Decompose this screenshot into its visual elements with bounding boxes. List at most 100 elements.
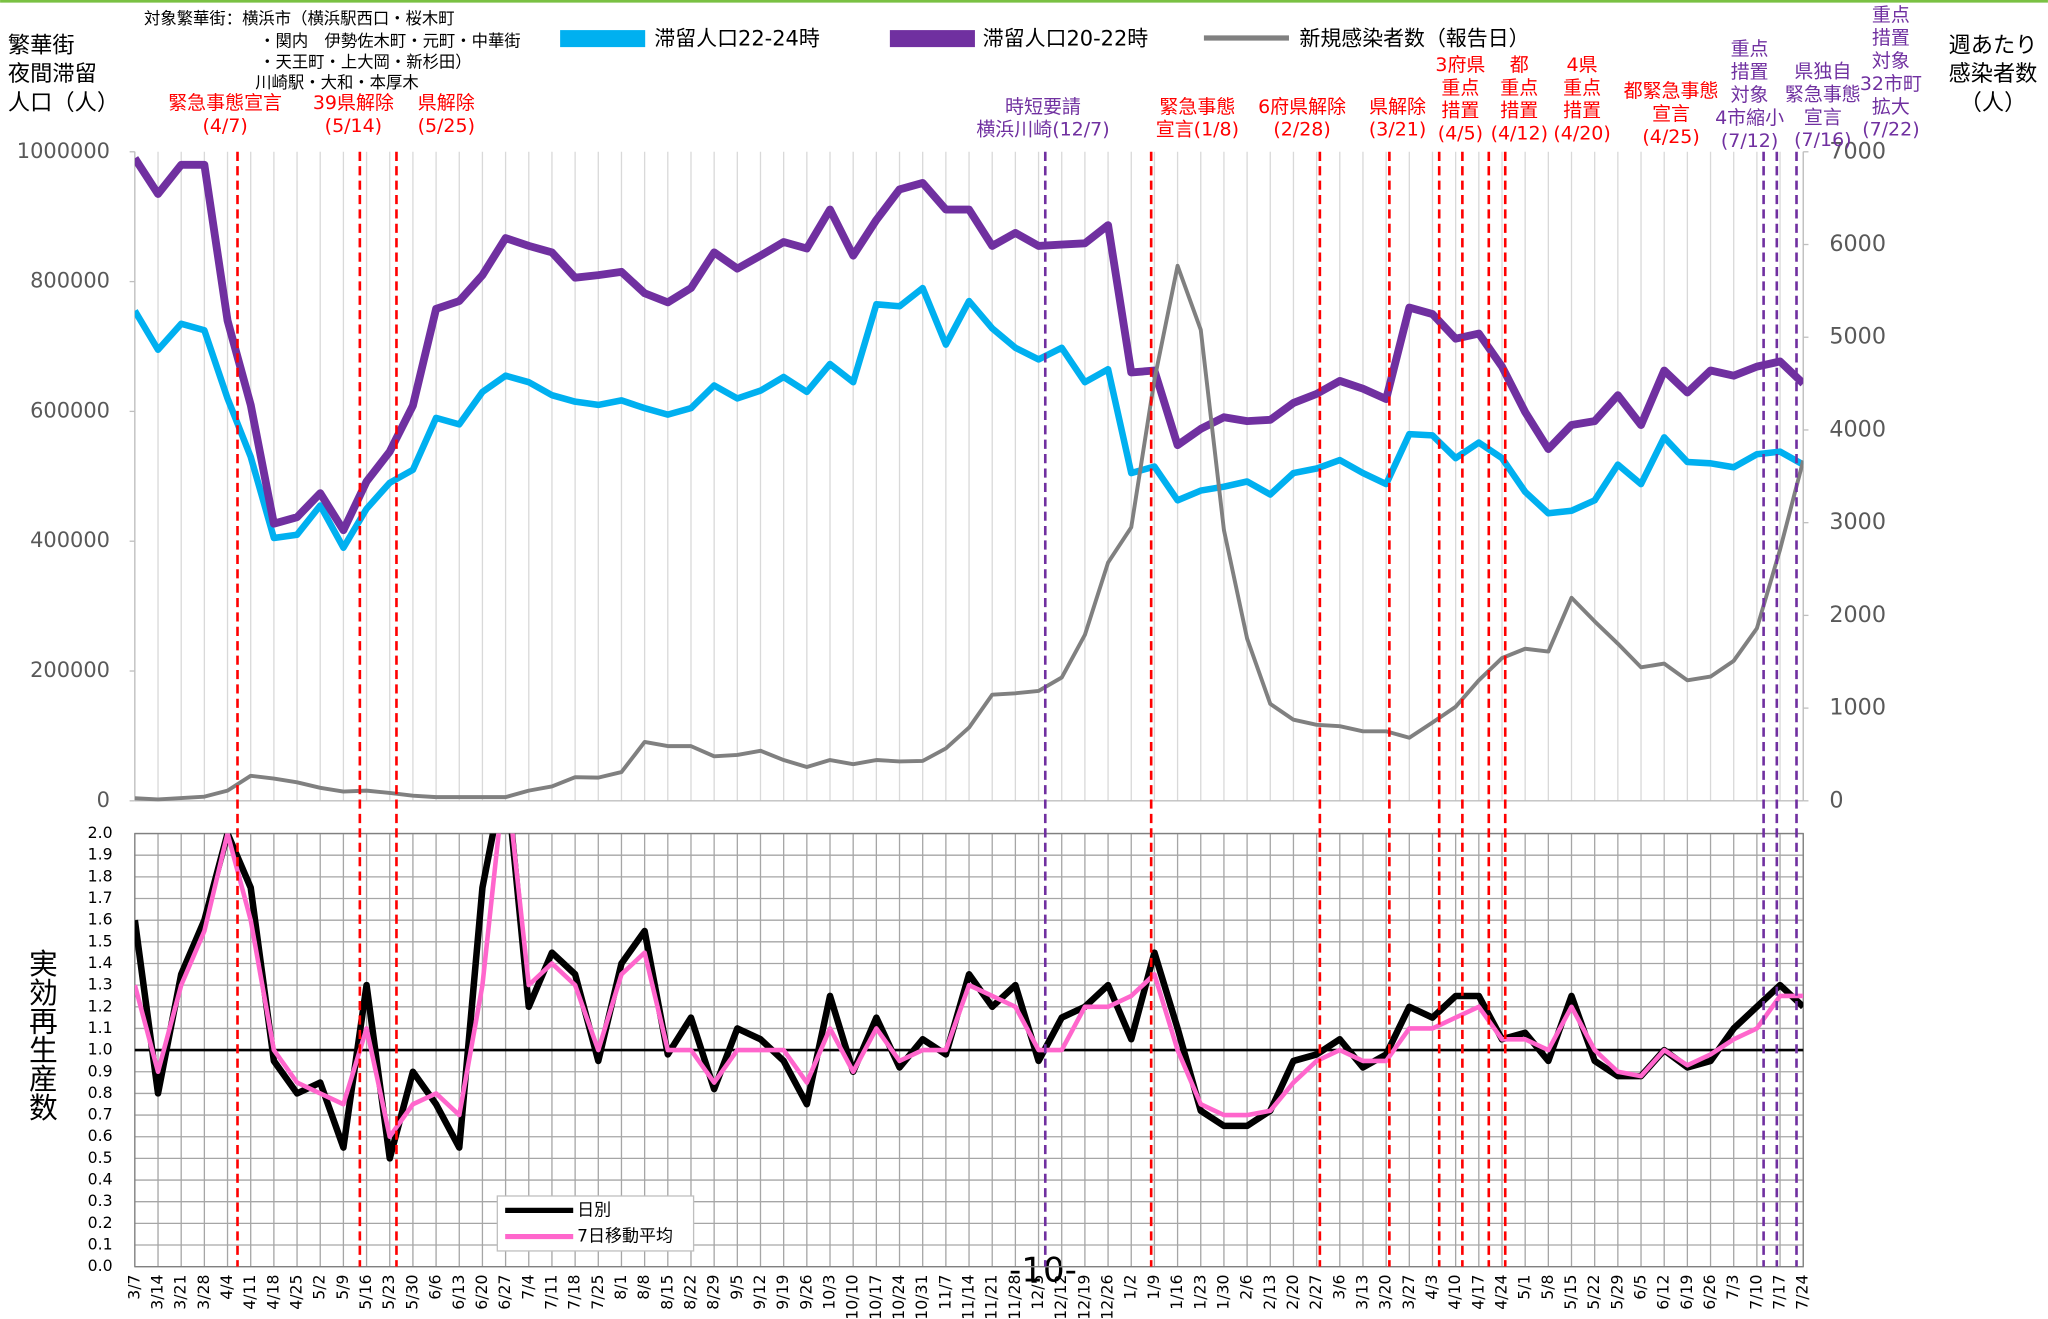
x-tick-label: 12/26 xyxy=(1098,1275,1117,1319)
event-label: (5/25) xyxy=(418,115,475,137)
y-tick-label: 400000 xyxy=(30,528,110,552)
subtitle: ・関内 伊勢佐木町・元町・中華街 xyxy=(259,31,521,50)
event-label: (2/28) xyxy=(1273,119,1330,141)
x-tick-label: 5/8 xyxy=(1538,1275,1557,1300)
y-axis-label: 実効再生産数 xyxy=(25,949,59,1122)
x-tick-label: 7/18 xyxy=(565,1275,584,1310)
event-label: (7/12) xyxy=(1721,130,1778,152)
event-label: 宣言 xyxy=(1804,106,1842,128)
x-tick-label: 7/3 xyxy=(1723,1275,1742,1300)
x-tick-label: 6/19 xyxy=(1677,1275,1696,1310)
y-tick-label: 1.6 xyxy=(88,910,113,929)
x-tick-label: 2/13 xyxy=(1260,1275,1279,1310)
event-label: 措置 xyxy=(1441,100,1479,122)
y-tick-label: 0.5 xyxy=(88,1148,113,1167)
event-label: 宣言(1/8) xyxy=(1156,119,1239,141)
x-tick-label: 5/1 xyxy=(1515,1275,1534,1300)
event-label: 都 xyxy=(1510,54,1529,76)
event-label: (7/22) xyxy=(1862,119,1919,141)
x-tick-label: 3/27 xyxy=(1399,1275,1418,1310)
event-label: 39県解除 xyxy=(313,92,394,114)
y-tick-label: 0.8 xyxy=(88,1083,113,1102)
x-tick-label: 3/28 xyxy=(194,1275,213,1310)
x-tick-label: 3/6 xyxy=(1329,1275,1348,1300)
series-line xyxy=(134,284,1804,551)
x-tick-label: 6/12 xyxy=(1654,1275,1673,1310)
x-tick-label: 9/12 xyxy=(750,1275,769,1310)
x-tick-label: 4/25 xyxy=(287,1275,306,1310)
y-tick-label: 1.0 xyxy=(88,1040,113,1059)
x-tick-label: 1/9 xyxy=(1144,1275,1163,1300)
page-number: -10- xyxy=(1009,1250,1077,1290)
y-tick-label: 0.2 xyxy=(88,1213,113,1232)
y-tick-label: 1.4 xyxy=(88,953,113,972)
x-tick-label: 4/10 xyxy=(1445,1275,1464,1310)
x-tick-label: 9/26 xyxy=(796,1275,815,1310)
x-tick-label: 7/10 xyxy=(1746,1275,1765,1310)
x-tick-label: 5/15 xyxy=(1561,1275,1580,1310)
x-tick-label: 10/17 xyxy=(866,1275,885,1319)
x-tick-label: 5/29 xyxy=(1607,1275,1626,1310)
x-tick-label: 3/13 xyxy=(1352,1275,1371,1310)
x-tick-label: 11/28 xyxy=(1005,1275,1024,1319)
event-label: 4市縮小 xyxy=(1715,107,1784,129)
y2-axis-label: 感染者数 xyxy=(1948,61,2037,87)
y2-tick-label: 4000 xyxy=(1829,416,1886,442)
x-tick-label: 10/10 xyxy=(843,1275,862,1319)
event-label: 重点 xyxy=(1731,38,1769,60)
legend-label: 滞留人口22-24時 xyxy=(654,26,819,50)
x-tick-label: 7/11 xyxy=(541,1275,560,1310)
event-label: 県独自 xyxy=(1794,60,1851,82)
x-tick-label: 7/24 xyxy=(1793,1274,1812,1309)
y-tick-label: 1.2 xyxy=(88,996,113,1015)
x-tick-label: 1/30 xyxy=(1213,1275,1232,1310)
event-label: 緊急事態 xyxy=(1159,96,1235,118)
x-tick-label: 5/16 xyxy=(356,1275,375,1310)
subtitle: 川崎駅・大和・本厚木 xyxy=(255,73,418,92)
y-tick-label: 0.1 xyxy=(88,1235,113,1254)
x-tick-label: 4/18 xyxy=(263,1275,282,1310)
series-line xyxy=(134,263,1804,802)
x-tick-label: 10/24 xyxy=(889,1275,908,1319)
x-tick-label: 4/24 xyxy=(1491,1274,1510,1309)
x-tick-label: 4/3 xyxy=(1422,1275,1441,1300)
event-label: 宣言 xyxy=(1652,103,1690,125)
series-line xyxy=(134,833,1804,1162)
event-label: 県解除 xyxy=(1369,96,1426,118)
legend-swatch xyxy=(560,30,646,48)
event-label: 32市町 xyxy=(1860,73,1922,95)
event-label: 措置 xyxy=(1872,27,1910,49)
legend-box xyxy=(496,1195,695,1252)
y2-tick-label: 3000 xyxy=(1829,509,1886,535)
y-tick-label: 0.4 xyxy=(88,1170,113,1189)
x-tick-label: 10/31 xyxy=(912,1275,931,1319)
x-tick-label: 7/4 xyxy=(518,1274,537,1299)
y-tick-label: 0.3 xyxy=(88,1191,113,1210)
x-tick-label: 6/6 xyxy=(426,1275,445,1300)
event-label: 重点 xyxy=(1563,77,1601,99)
legend-label: 日別 xyxy=(577,1200,611,1220)
y-tick-label: 1.8 xyxy=(88,866,113,885)
event-label: 緊急事態 xyxy=(1785,83,1861,105)
event-label: (4/12) xyxy=(1491,123,1548,145)
y-axis-label: 夜間滞留 xyxy=(8,61,97,87)
event-label: 拡大 xyxy=(1872,96,1910,118)
x-tick-label: 12/5 xyxy=(1028,1275,1047,1310)
x-tick-label: 5/23 xyxy=(379,1275,398,1310)
x-tick-label: 6/5 xyxy=(1631,1275,1650,1300)
x-tick-label: 4/11 xyxy=(240,1275,259,1310)
event-label: 対象 xyxy=(1731,84,1769,106)
x-tick-label: 1/2 xyxy=(1121,1275,1140,1300)
event-label: 対象 xyxy=(1872,50,1910,72)
event-label: 4県 xyxy=(1567,54,1598,76)
x-tick-label: 2/20 xyxy=(1283,1275,1302,1310)
y-tick-label: 0 xyxy=(97,788,110,812)
x-tick-label: 5/9 xyxy=(333,1275,352,1300)
x-tick-label: 6/26 xyxy=(1700,1275,1719,1310)
x-tick-label: 3/20 xyxy=(1376,1275,1395,1310)
event-label: 重点 xyxy=(1441,77,1479,99)
x-tick-label: 9/19 xyxy=(773,1275,792,1310)
x-tick-label: 5/30 xyxy=(402,1275,421,1310)
legend-label: 新規感染者数（報告日） xyxy=(1299,26,1529,50)
